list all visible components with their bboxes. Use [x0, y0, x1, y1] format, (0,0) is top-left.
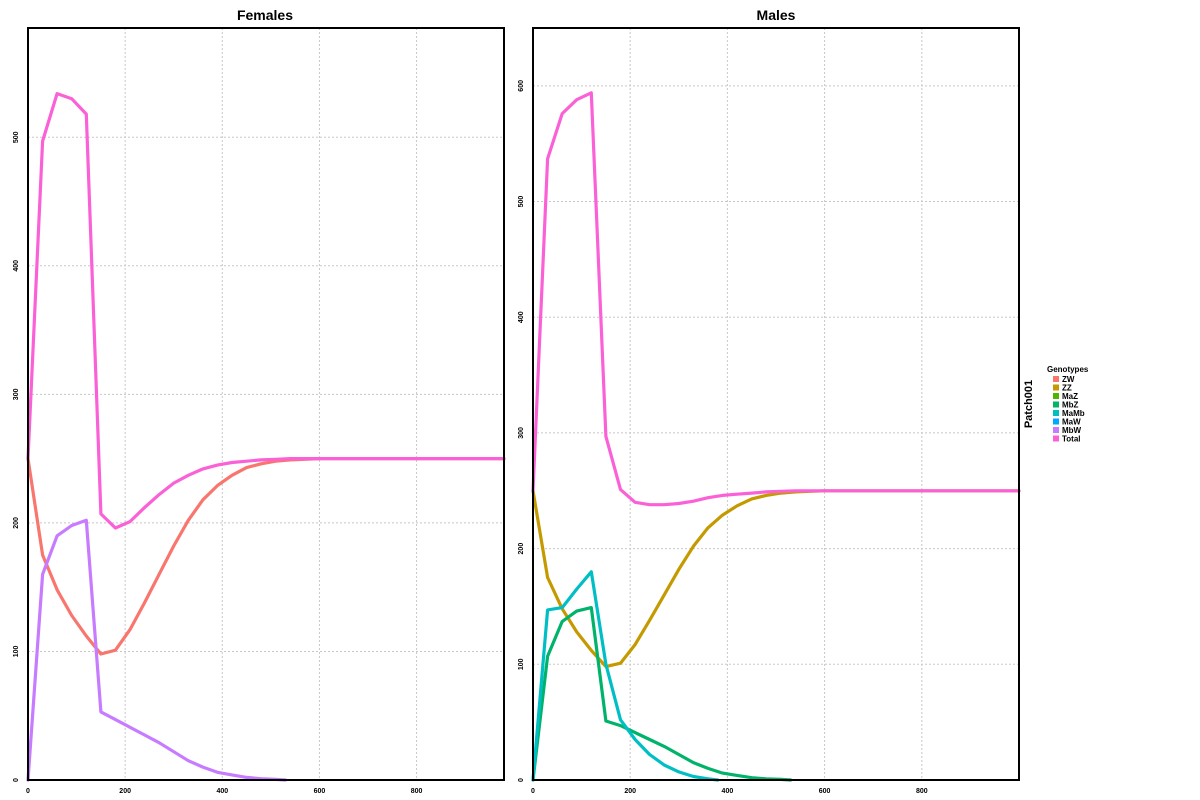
- females-x-axis: 0 200 400 600 800: [26, 788, 422, 795]
- legend-swatch-maz: [1053, 393, 1059, 399]
- females-x-tick-label: 400: [216, 788, 228, 795]
- legend-swatch-mbw: [1053, 427, 1059, 433]
- males-y-axis: 0 100 200 300 400 500 600: [518, 80, 525, 782]
- females-x-tick-label: 800: [411, 788, 423, 795]
- females-y-tick-label: 300: [13, 388, 20, 400]
- legend-label-zz: ZZ: [1062, 384, 1072, 393]
- males-x-axis: 0 200 400 600 800: [531, 788, 928, 795]
- legend-label-mbz: MbZ: [1062, 401, 1079, 410]
- males-y-tick-label: 200: [518, 543, 525, 555]
- males-panel-title: Males: [757, 7, 796, 23]
- legend-swatch-maw: [1053, 418, 1059, 425]
- females-grid: [28, 28, 504, 780]
- males-y-tick-label: 100: [518, 658, 525, 670]
- females-y-tick-label: 0: [13, 778, 20, 782]
- females-plot-frame: [27, 27, 505, 781]
- females-panel: Females 0 200 400 600 800 0 100 200 300 400 500: [13, 7, 506, 795]
- males-x-tick-label: 800: [916, 788, 928, 795]
- females-x-tick-label: 0: [26, 788, 30, 795]
- males-series-zz: [531, 489, 1021, 669]
- legend-label-total: Total: [1062, 435, 1081, 444]
- males-x-tick-label: 200: [624, 788, 636, 795]
- females-series-mbw: [26, 518, 287, 782]
- females-y-tick-label: 200: [13, 517, 20, 529]
- females-x-tick-label: 600: [314, 788, 326, 795]
- legend-label-maz: MaZ: [1062, 392, 1078, 401]
- males-grid: [533, 28, 1019, 780]
- legend-label-mamb: MaMb: [1062, 409, 1085, 418]
- legend-label-maw: MaW: [1062, 418, 1081, 427]
- patch-strip-label: Patch001: [1023, 380, 1035, 428]
- legend-label-zw: ZW: [1062, 375, 1075, 384]
- males-y-tick-label: 600: [518, 80, 525, 92]
- males-lines: [531, 91, 1021, 782]
- females-lines: [26, 91, 506, 782]
- males-series-total: [531, 91, 1021, 507]
- legend-label-mbw: MbW: [1062, 426, 1082, 435]
- females-y-tick-label: 500: [13, 131, 20, 143]
- males-y-tick-label: 300: [518, 427, 525, 439]
- females-x-tick-label: 200: [119, 788, 131, 795]
- legend-swatch-zz: [1053, 384, 1059, 391]
- males-panel: Males 0 200 400 600 800 0 100 200 300 400 500 600: [518, 7, 1021, 795]
- females-panel-title: Females: [237, 7, 293, 23]
- males-y-tick-label: 400: [518, 311, 525, 323]
- females-series-total: [26, 91, 506, 530]
- legend-swatch-mbz: [1053, 401, 1059, 408]
- males-x-tick-label: 600: [819, 788, 831, 795]
- legend-title: Genotypes: [1047, 365, 1089, 374]
- females-y-tick-label: 400: [13, 260, 20, 272]
- males-x-tick-label: 400: [722, 788, 734, 795]
- males-series-mbz: [531, 605, 793, 782]
- legend-swatch-mamb: [1053, 410, 1059, 416]
- legend-swatch-zw: [1053, 376, 1059, 382]
- males-x-tick-label: 0: [531, 788, 535, 795]
- males-y-tick-label: 500: [518, 196, 525, 208]
- females-y-tick-label: 100: [13, 646, 20, 658]
- legend-swatch-total: [1053, 435, 1059, 442]
- males-y-tick-label: 0: [518, 778, 525, 782]
- males-plot-frame: [532, 27, 1020, 781]
- males-series-mamb: [531, 570, 720, 782]
- females-y-axis: 0 100 200 300 400 500: [13, 131, 20, 782]
